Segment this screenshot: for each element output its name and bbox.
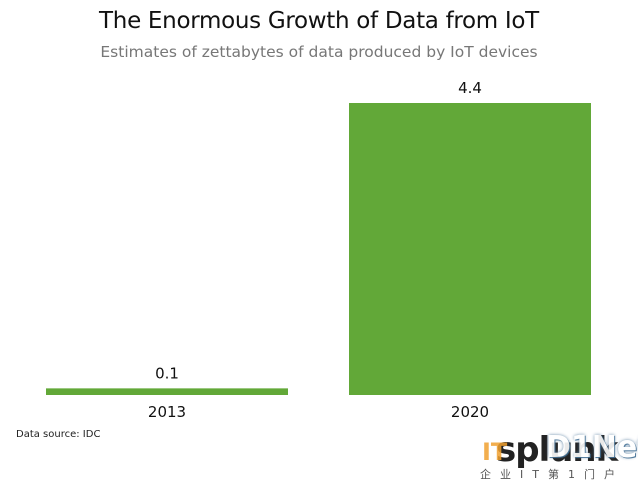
category-label-2020: 2020 <box>451 403 489 421</box>
chart-subtitle: Estimates of zettabytes of data produced… <box>100 43 538 61</box>
watermark-splunk: splunk <box>496 430 618 470</box>
bar-2020 <box>349 103 591 395</box>
watermark-logo: splunk IT D1Net 企业IT第1门户 <box>466 430 638 480</box>
watermark-it: IT <box>482 438 508 466</box>
data-label-2020: 4.4 <box>458 79 482 97</box>
bar-2013 <box>46 388 288 395</box>
chart-title: The Enormous Growth of Data from IoT <box>99 8 539 34</box>
bar-chart: 0.1 2013 4.4 2020 <box>46 79 591 421</box>
watermark-d1net: D1Net <box>546 430 638 465</box>
watermark-subtitle: 企业IT第1门户 <box>480 468 624 480</box>
data-source-note: Data source: IDC <box>16 429 101 440</box>
category-label-2013: 2013 <box>148 403 186 421</box>
data-label-2013: 0.1 <box>155 364 179 382</box>
